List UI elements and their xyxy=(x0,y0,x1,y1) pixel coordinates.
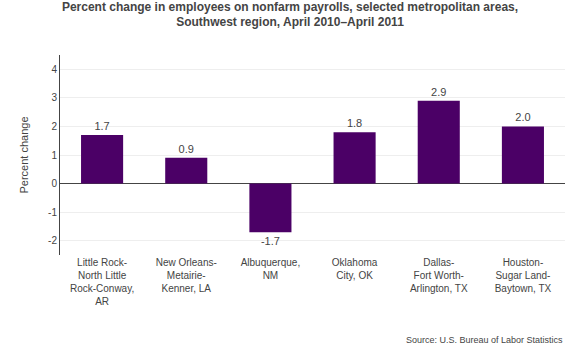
svg-text:Source: U.S. Bureau of Labor S: Source: U.S. Bureau of Labor Statistics xyxy=(406,335,563,345)
svg-text:1.8: 1.8 xyxy=(347,117,362,129)
svg-text:2: 2 xyxy=(51,121,57,132)
svg-text:4: 4 xyxy=(51,64,57,75)
svg-text:Percent change: Percent change xyxy=(18,116,30,193)
svg-text:3: 3 xyxy=(51,92,57,103)
svg-text:1: 1 xyxy=(51,150,57,161)
svg-text:Percent change in employees on: Percent change in employees on nonfarm p… xyxy=(62,0,518,29)
svg-text:0.9: 0.9 xyxy=(179,143,194,155)
svg-text:-2: -2 xyxy=(48,235,57,246)
svg-text:-1.7: -1.7 xyxy=(261,235,280,247)
svg-text:-1: -1 xyxy=(48,207,57,218)
svg-text:2.9: 2.9 xyxy=(431,86,446,98)
svg-text:Houston-Sugar Land-Baytown, TX: Houston-Sugar Land-Baytown, TX xyxy=(495,257,552,294)
svg-text:New Orleans-Metairie-Kenner, L: New Orleans-Metairie-Kenner, LA xyxy=(156,257,217,294)
svg-text:2.0: 2.0 xyxy=(515,111,530,123)
svg-text:Albuquerque,NM: Albuquerque,NM xyxy=(241,257,301,281)
svg-text:Dallas-Fort Worth-Arlington, T: Dallas-Fort Worth-Arlington, TX xyxy=(410,257,468,294)
svg-text:1.7: 1.7 xyxy=(94,120,109,132)
svg-text:OklahomaCity, OK: OklahomaCity, OK xyxy=(332,257,378,281)
svg-text:Little Rock-North LittleRock-C: Little Rock-North LittleRock-Conway,AR xyxy=(70,257,134,307)
svg-text:0: 0 xyxy=(51,178,57,189)
